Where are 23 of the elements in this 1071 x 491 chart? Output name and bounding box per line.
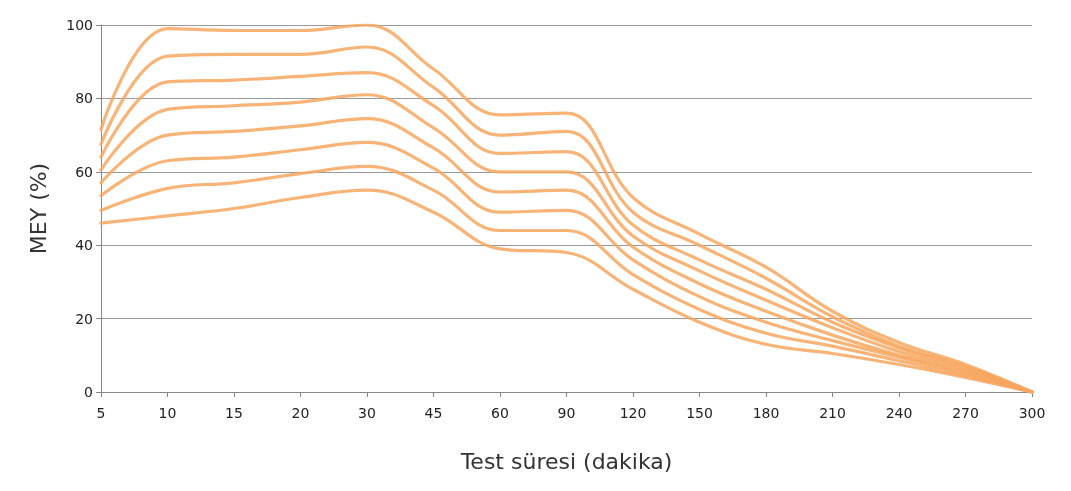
x-tick-label: 180 [752,405,780,421]
x-tick-label: 120 [619,405,647,421]
y-tick-label: 20 [75,310,93,327]
x-tick-label: 10 [158,405,177,421]
y-axis-title: MEY (%) [25,162,51,255]
x-tick-label: 150 [686,405,713,421]
x-tick-label: 30 [358,405,376,421]
x-tick-label: 45 [424,405,443,421]
x-tick-label: 300 [1018,405,1046,421]
y-tick-label: 100 [66,17,93,33]
x-tick-label: 60 [491,405,509,421]
x-tick-label: 240 [885,405,913,421]
x-tick-label: 90 [557,405,576,421]
x-tick-label: 20 [291,405,310,421]
x-tick-label: 15 [225,405,243,421]
y-tick-label: 40 [75,237,93,254]
x-tick-label: 210 [819,405,846,421]
x-tick-label: 270 [952,405,979,421]
y-tick-label: 80 [75,90,93,107]
x-axis-title: Test süresi (dakika) [459,448,673,474]
y-tick-label: 60 [75,163,93,180]
y-tick-label: 0 [84,384,93,400]
x-tick-label: 5 [96,405,106,421]
